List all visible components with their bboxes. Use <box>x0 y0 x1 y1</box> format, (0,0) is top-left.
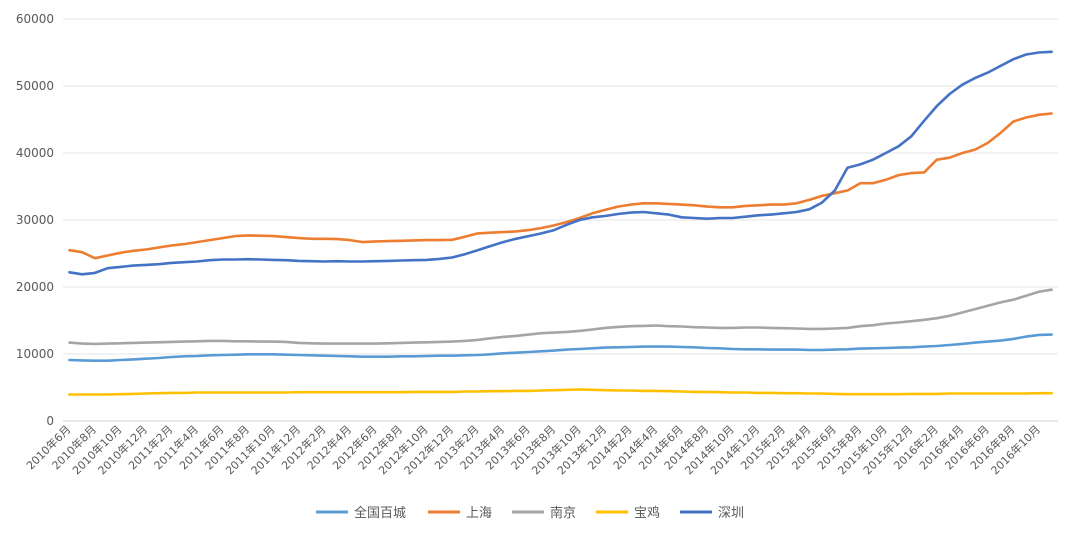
series-line-3 <box>68 388 1053 396</box>
series-lines <box>68 50 1053 396</box>
series-line-0 <box>68 333 1053 363</box>
legend: 全国百城 上海 南京 宝鸡 深圳 <box>316 505 744 521</box>
y-tick-label: 20000 <box>16 280 54 294</box>
y-tick-label: 50000 <box>16 79 54 93</box>
y-axis-ticks: 0 10000 20000 30000 40000 50000 60000 <box>16 12 54 428</box>
y-tick-label: 60000 <box>16 12 54 26</box>
legend-label-0: 全国百城 <box>354 505 406 521</box>
series-line-4 <box>68 50 1053 276</box>
legend-label-1: 上海 <box>466 506 492 521</box>
y-tick-label: 30000 <box>16 213 54 227</box>
y-tick-label: 40000 <box>16 146 54 160</box>
y-tick-label: 0 <box>46 414 54 428</box>
legend-label-4: 深圳 <box>718 506 744 521</box>
series-line-1 <box>68 112 1053 260</box>
gridlines <box>63 18 1058 422</box>
legend-label-3: 宝鸡 <box>634 505 660 521</box>
series-line-2 <box>68 288 1053 346</box>
y-tick-label: 10000 <box>16 347 54 361</box>
legend-label-2: 南京 <box>550 505 576 521</box>
x-axis-ticks: 2010年6月2010年8月2010年10月2010年12月2011年2月201… <box>23 422 1043 477</box>
